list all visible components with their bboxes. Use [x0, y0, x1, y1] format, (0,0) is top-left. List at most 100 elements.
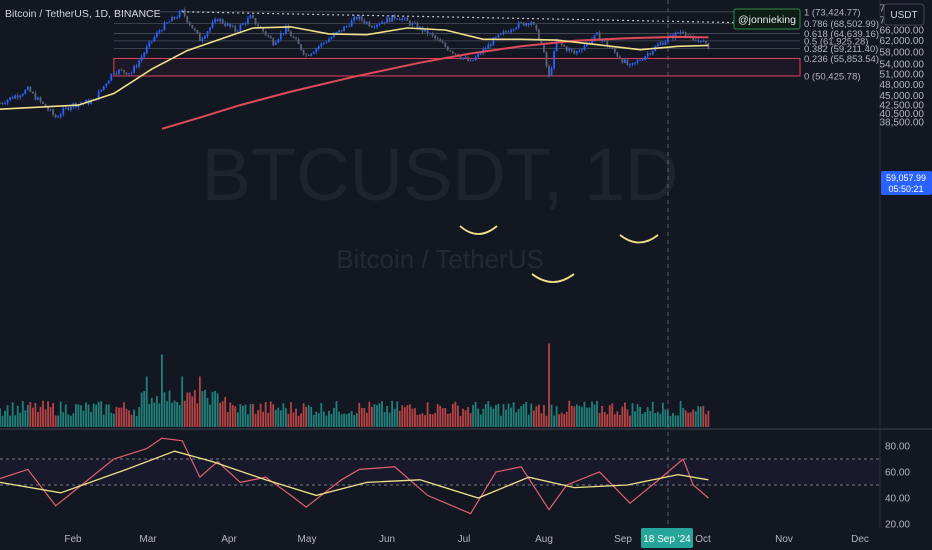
- candle-body: [211, 22, 214, 28]
- volume-bar: [373, 404, 376, 427]
- author-badge[interactable]: [733, 8, 801, 30]
- main-pane[interactable]: [0, 0, 880, 428]
- rsi-tick-label: 80.00: [885, 442, 910, 453]
- candle-body: [130, 72, 133, 74]
- volume-bar: [527, 414, 530, 427]
- volume-bar: [545, 415, 548, 427]
- candle-body: [249, 15, 252, 19]
- candle-body: [19, 95, 22, 98]
- candle-body: [0, 103, 1, 104]
- candle-body: [181, 9, 184, 12]
- candle-body: [206, 31, 209, 37]
- candle-body: [272, 38, 275, 46]
- volume-bar: [295, 408, 297, 427]
- volume-bar: [176, 401, 178, 427]
- time-axis[interactable]: Feb Mar Apr May Jun Jul Aug Sep 18 Sep '24 Oct Nov…: [64, 528, 869, 548]
- price-badge[interactable]: [881, 171, 932, 195]
- candle-body: [459, 56, 462, 59]
- volume-bar: [87, 404, 90, 427]
- rsi-band: [0, 459, 880, 485]
- time-tick-label: Mar: [139, 534, 157, 545]
- candle-body: [224, 23, 227, 26]
- volume-bar: [629, 415, 631, 427]
- candle-body: [543, 42, 545, 53]
- volume-bar: [469, 413, 472, 427]
- volume-bar: [224, 397, 227, 427]
- candle-body: [52, 109, 55, 115]
- volume-bar: [257, 410, 259, 427]
- volume-bars: [0, 343, 710, 427]
- candle-body: [365, 21, 368, 24]
- candle-body: [626, 59, 629, 66]
- trendline[interactable]: [182, 11, 754, 24]
- volume-bar: [118, 407, 120, 427]
- candle-body: [464, 57, 467, 59]
- candle-body: [507, 31, 510, 33]
- volume-bar: [297, 415, 300, 427]
- currency-button[interactable]: [883, 3, 925, 26]
- volume-bar: [317, 413, 320, 427]
- rsi-tick-label: 20.00: [885, 520, 910, 531]
- volume-bar: [216, 393, 219, 427]
- low-arc[interactable]: [619, 234, 659, 244]
- volume-bar: [39, 406, 42, 427]
- candle-body: [186, 16, 189, 23]
- candle-body: [295, 37, 297, 40]
- rsi-axis[interactable]: 80.00 60.00 40.00 20.00: [885, 442, 910, 531]
- volume-bar: [274, 409, 277, 427]
- volume-bar: [31, 407, 34, 427]
- candle-body: [348, 25, 351, 27]
- volume-bar: [618, 414, 621, 427]
- volume-bar: [82, 410, 85, 427]
- volume-bar: [583, 401, 586, 427]
- candle-body: [371, 26, 373, 28]
- candle-body: [317, 46, 320, 49]
- candle-body: [64, 107, 67, 109]
- candle-body: [191, 25, 194, 29]
- rsi-ma-line[interactable]: [0, 450, 709, 499]
- candle-body: [358, 16, 361, 20]
- crosshair-date-badge[interactable]: [641, 528, 693, 548]
- rsi-line[interactable]: [0, 437, 709, 515]
- candle-body: [446, 46, 449, 51]
- ma-short-line[interactable]: [0, 26, 709, 110]
- volume-bar: [606, 414, 609, 427]
- candle-body: [462, 57, 464, 59]
- volume-bar: [381, 401, 383, 427]
- candle-body: [677, 32, 679, 34]
- volume-bar: [558, 414, 561, 427]
- volume-bar: [115, 407, 118, 427]
- volume-bar: [181, 376, 184, 427]
- candle-body: [54, 114, 57, 118]
- volume-bar: [123, 402, 125, 427]
- candle-body: [69, 106, 72, 110]
- volume-bar: [191, 396, 194, 427]
- low-arc[interactable]: [459, 225, 498, 235]
- volume-bar: [234, 406, 237, 427]
- candle-body: [143, 53, 146, 57]
- candle-body: [241, 23, 244, 25]
- ma-long-line[interactable]: [161, 35, 709, 130]
- volume-bar: [47, 401, 49, 427]
- volume-bar: [183, 400, 186, 427]
- symbol-title[interactable]: Bitcoin / TetherUS, 1D, BINANCE: [5, 8, 161, 20]
- volume-bar: [489, 406, 492, 427]
- volume-bar: [11, 402, 14, 427]
- volume-bar: [72, 413, 75, 427]
- volume-bar: [348, 413, 351, 427]
- volume-bar: [426, 402, 429, 427]
- candle-body: [229, 23, 232, 27]
- candle-body: [631, 62, 634, 65]
- candle-body: [161, 30, 163, 32]
- candle-body: [560, 42, 563, 45]
- volume-bar: [75, 404, 77, 427]
- volume-bar: [687, 412, 690, 427]
- volume-bar: [467, 407, 469, 427]
- volume-bar: [408, 404, 411, 427]
- candle-body: [616, 52, 619, 57]
- support-zone-box[interactable]: [113, 57, 801, 77]
- volume-bar: [446, 413, 449, 427]
- low-arc[interactable]: [531, 273, 575, 283]
- volume-bar: [259, 403, 262, 427]
